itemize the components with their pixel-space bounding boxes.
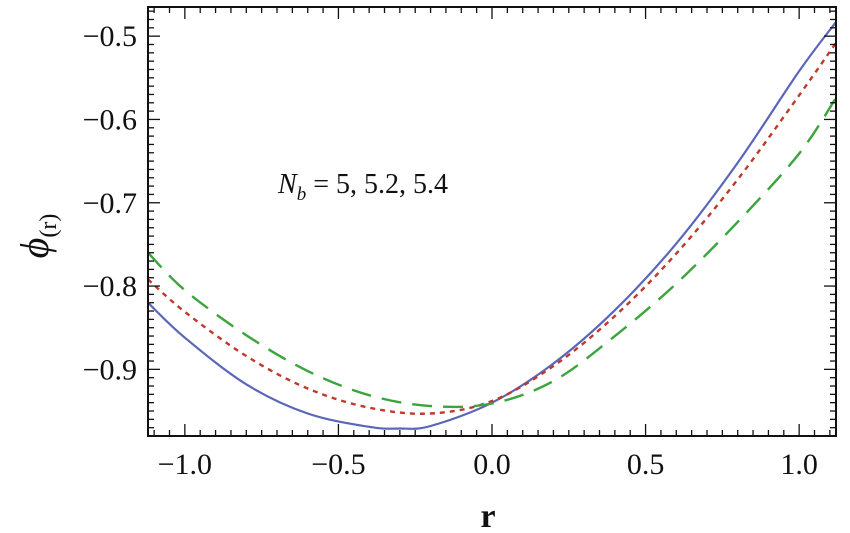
x-axis-title: r [480, 498, 495, 533]
y-axis-title: ϕ(r) [12, 214, 62, 259]
y-axis-subscript: (r) [36, 214, 62, 238]
series-line-2 [148, 42, 836, 415]
annotation-var: N [277, 169, 298, 200]
x-tick-label: −1.0 [158, 448, 212, 481]
y-tick-label: −0.5 [83, 20, 137, 53]
series-line-3 [148, 97, 836, 409]
y-axis-symbol: ϕ [12, 238, 57, 259]
annotation-sub: b [297, 184, 307, 205]
y-tick-label: −0.9 [83, 353, 137, 386]
annotation: Nb = 5, 5.2, 5.4 [277, 169, 448, 205]
x-tick-label: 0.5 [627, 448, 665, 481]
plot-area: −1.0 −0.5 0.0 0.5 1.0 −0.9 −0.8 −0.7 −0.6 −0.5 [83, 6, 837, 481]
y-tick-label: −0.6 [83, 103, 137, 136]
x-tick-label: 0.0 [473, 448, 511, 481]
x-tick-label: 1.0 [780, 448, 818, 481]
annotation-values: = 5, 5.2, 5.4 [306, 169, 448, 200]
x-tick-label: −0.5 [311, 448, 365, 481]
plot-frame [147, 6, 837, 437]
y-tick-label: −0.8 [83, 270, 137, 303]
y-tick-label: −0.7 [83, 187, 137, 220]
